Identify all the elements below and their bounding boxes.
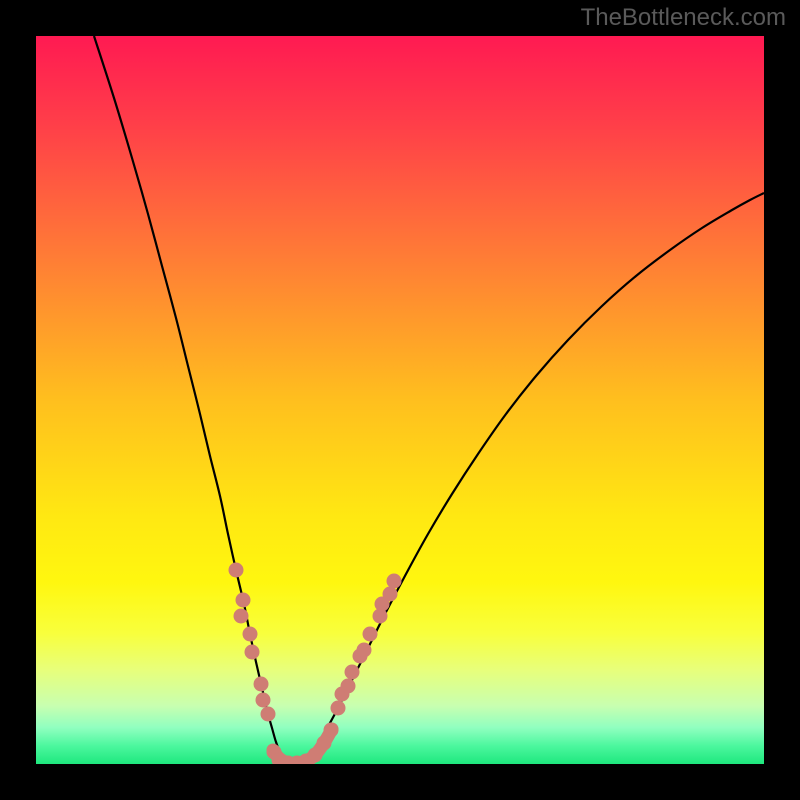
data-marker-left — [243, 627, 258, 642]
data-marker-left — [254, 677, 269, 692]
data-marker-left — [256, 693, 271, 708]
plot-area — [36, 36, 764, 764]
data-marker-right — [341, 679, 356, 694]
data-marker-bottom — [324, 723, 339, 738]
data-marker-right — [387, 574, 402, 589]
data-marker-left — [234, 609, 249, 624]
watermark-text: TheBottleneck.com — [581, 4, 786, 32]
data-marker-left — [261, 707, 276, 722]
data-marker-right — [363, 627, 378, 642]
data-marker-left — [236, 593, 251, 608]
data-marker-bottom — [308, 748, 323, 763]
data-marker-bottom — [317, 736, 332, 751]
plot-svg — [36, 36, 764, 764]
data-marker-left — [245, 645, 260, 660]
chart-frame: TheBottleneck.com — [0, 0, 800, 800]
data-marker-right — [383, 587, 398, 602]
data-marker-right — [357, 643, 372, 658]
gradient-background — [36, 36, 764, 764]
data-marker-right — [331, 701, 346, 716]
data-marker-left — [229, 563, 244, 578]
data-marker-right — [345, 665, 360, 680]
